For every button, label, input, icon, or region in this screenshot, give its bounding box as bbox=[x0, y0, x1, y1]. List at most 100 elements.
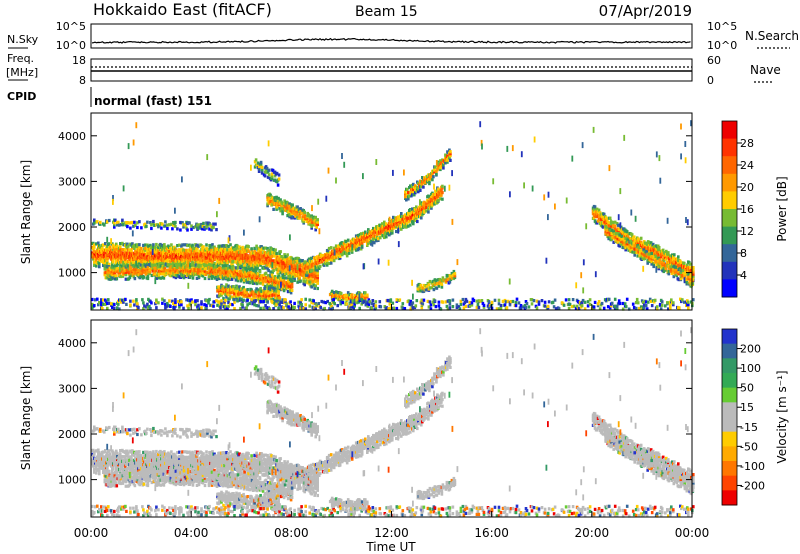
echo-cell bbox=[213, 245, 216, 249]
echo-cell bbox=[441, 191, 444, 195]
echo-cell bbox=[633, 247, 636, 251]
echo-cell bbox=[138, 246, 141, 250]
echo-cell bbox=[107, 298, 110, 302]
echo-cell bbox=[305, 219, 308, 223]
echo-cell bbox=[259, 162, 263, 166]
echo-cell bbox=[267, 168, 271, 172]
echo-cell bbox=[415, 209, 418, 213]
freq-right-tick-top: 60 bbox=[707, 54, 721, 67]
echo-cell bbox=[104, 251, 107, 255]
echo-cell bbox=[166, 263, 170, 267]
echo-cell bbox=[197, 260, 200, 264]
echo-cell bbox=[174, 304, 177, 308]
echo-cell bbox=[316, 286, 319, 291]
echo-cell bbox=[276, 297, 279, 301]
echo-cell bbox=[683, 261, 686, 265]
echo-cell bbox=[303, 260, 307, 264]
echo-cell bbox=[245, 260, 248, 265]
echo-cell bbox=[327, 261, 331, 265]
echo-cell bbox=[121, 274, 125, 278]
echo-cell bbox=[276, 283, 280, 287]
echo-cell bbox=[286, 214, 289, 218]
echo-cell bbox=[248, 281, 252, 285]
echo-cell bbox=[445, 275, 449, 280]
echo-cell bbox=[204, 266, 208, 271]
echo-cell bbox=[420, 201, 423, 205]
echo-cell bbox=[200, 258, 203, 263]
echo-cell bbox=[283, 253, 286, 257]
echo-cell bbox=[425, 285, 429, 289]
echo-cell bbox=[178, 243, 181, 247]
echo-cell bbox=[271, 250, 274, 254]
echo-cell bbox=[406, 193, 409, 197]
echo-cell bbox=[94, 298, 97, 302]
echo-cell bbox=[124, 273, 128, 277]
echo-cell bbox=[316, 218, 319, 222]
echo-cell bbox=[139, 256, 142, 260]
echo-cell bbox=[331, 249, 335, 253]
echo-cell bbox=[275, 251, 278, 256]
echo-cell bbox=[357, 237, 361, 241]
echo-cell bbox=[186, 252, 189, 257]
echo-cell bbox=[365, 300, 368, 304]
echo-cell bbox=[147, 263, 151, 267]
echo-cell bbox=[238, 245, 241, 249]
echo-cell bbox=[189, 244, 192, 248]
echo-cell bbox=[594, 210, 598, 214]
echo-cell bbox=[119, 298, 122, 302]
echo-cell bbox=[214, 222, 217, 226]
echo-cell bbox=[257, 164, 261, 169]
echo-cell bbox=[151, 260, 154, 264]
echo-cell bbox=[612, 230, 615, 234]
echo-cell bbox=[168, 299, 171, 303]
echo-cell bbox=[372, 238, 375, 242]
echo-cell bbox=[194, 263, 198, 267]
echo-cell bbox=[354, 248, 358, 252]
echo-cell bbox=[257, 298, 260, 302]
echo-cell bbox=[326, 248, 330, 252]
echo-cell bbox=[260, 167, 264, 172]
echo-cell bbox=[202, 221, 205, 225]
echo-cell bbox=[276, 271, 279, 275]
echo-cell bbox=[140, 246, 143, 251]
echo-cell bbox=[434, 165, 437, 169]
echo-cell bbox=[101, 246, 104, 251]
echo-cell bbox=[311, 279, 314, 283]
echo-cell bbox=[163, 267, 167, 271]
echo-cell bbox=[334, 246, 338, 250]
echo-cell bbox=[360, 293, 364, 297]
echo-cell bbox=[284, 257, 287, 261]
echo-cell bbox=[301, 259, 304, 263]
echo-cell bbox=[128, 221, 131, 225]
echo-cell bbox=[146, 220, 149, 224]
echo-cell bbox=[385, 235, 388, 239]
echo-cell bbox=[370, 242, 373, 246]
echo-cell bbox=[411, 207, 414, 211]
echo-cell bbox=[113, 306, 116, 310]
echo-cell bbox=[229, 243, 232, 247]
echo-cell bbox=[407, 197, 410, 201]
echo-cell bbox=[204, 263, 208, 267]
echo-cell bbox=[236, 290, 239, 294]
echo-cell bbox=[141, 298, 144, 302]
echo-cell bbox=[171, 262, 175, 266]
echo-cell bbox=[224, 262, 227, 266]
echo-cell bbox=[190, 224, 193, 228]
echo-cell bbox=[267, 268, 270, 273]
echo-cell bbox=[122, 263, 126, 268]
echo-cell bbox=[649, 241, 653, 245]
echo-cell bbox=[682, 271, 685, 275]
echo-cell bbox=[433, 282, 437, 286]
echo-cell bbox=[299, 279, 302, 283]
echo-cell bbox=[257, 249, 260, 253]
echo-cell bbox=[196, 271, 200, 275]
echo-cell bbox=[233, 247, 236, 252]
echo-cell bbox=[174, 298, 177, 302]
echo-cell bbox=[677, 255, 680, 259]
echo-cell bbox=[132, 299, 135, 303]
echo-cell bbox=[692, 268, 695, 272]
echo-cell bbox=[174, 252, 177, 256]
echo-cell bbox=[408, 211, 411, 215]
echo-cell bbox=[102, 258, 105, 262]
echo-cell bbox=[658, 258, 661, 262]
